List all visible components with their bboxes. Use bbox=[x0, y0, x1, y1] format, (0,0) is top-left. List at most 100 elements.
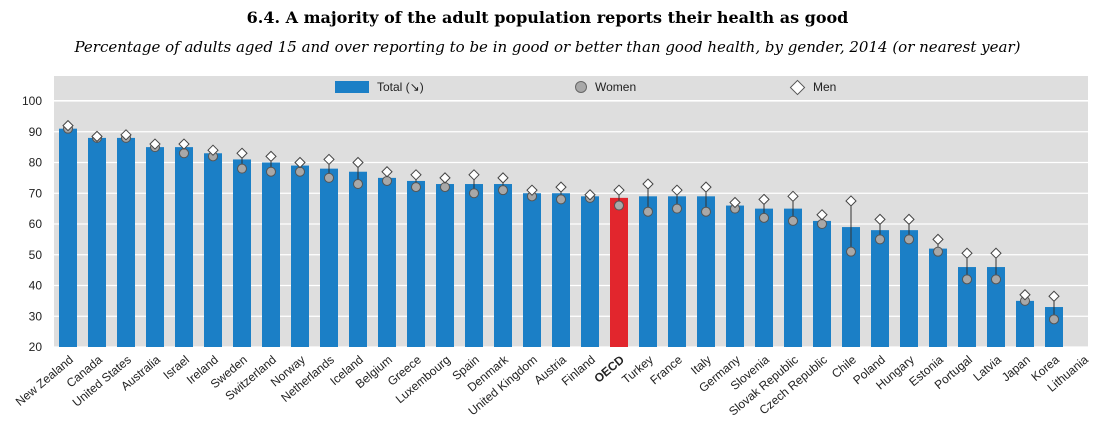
men-point bbox=[381, 166, 393, 178]
men-point bbox=[323, 153, 335, 166]
women-point bbox=[179, 148, 189, 159]
men-point bbox=[294, 156, 306, 169]
men-point bbox=[845, 195, 857, 207]
men-point bbox=[178, 138, 190, 150]
men-point bbox=[91, 130, 103, 143]
x-tick-label: Latvia bbox=[970, 352, 1004, 384]
bar-portugal bbox=[958, 267, 976, 347]
men-point bbox=[990, 247, 1002, 259]
chart-subtitle: Percentage of adults aged 15 and over re… bbox=[74, 38, 1021, 56]
women-point bbox=[614, 200, 624, 211]
women-point bbox=[991, 274, 1001, 285]
men-point bbox=[352, 156, 364, 169]
men-point bbox=[555, 181, 567, 193]
men-point bbox=[1019, 289, 1031, 301]
bar-spain bbox=[465, 184, 483, 347]
bar-austria bbox=[552, 193, 570, 347]
x-tick-label: France bbox=[647, 352, 685, 387]
bar-korea bbox=[1045, 307, 1063, 347]
women-point bbox=[962, 274, 972, 285]
men-point bbox=[874, 213, 886, 226]
bar-iceland bbox=[349, 171, 367, 347]
women-point bbox=[701, 206, 711, 217]
men-point bbox=[62, 119, 74, 132]
women-point bbox=[295, 166, 305, 177]
legend-circle-icon bbox=[575, 81, 587, 93]
men-point bbox=[758, 193, 770, 206]
x-tick-label: Japan bbox=[999, 353, 1033, 385]
legend-item-total: Total (↘) bbox=[335, 80, 424, 94]
bar-italy bbox=[697, 196, 715, 347]
men-point bbox=[410, 169, 422, 181]
women-point bbox=[498, 185, 508, 196]
bar-united-states bbox=[117, 137, 135, 347]
men-point bbox=[613, 184, 625, 196]
y-tick-label: 30 bbox=[29, 309, 43, 323]
men-point bbox=[265, 150, 277, 163]
women-point bbox=[933, 246, 943, 257]
bar-sweden bbox=[233, 159, 251, 347]
bar-estonia bbox=[929, 248, 947, 347]
women-point bbox=[237, 163, 247, 174]
y-tick-label: 40 bbox=[29, 279, 43, 293]
men-point bbox=[671, 184, 683, 196]
y-tick-label: 90 bbox=[29, 125, 43, 139]
bar-canada bbox=[88, 137, 106, 347]
women-point bbox=[382, 175, 392, 186]
legend-label-total: Total (↘) bbox=[377, 80, 424, 94]
bar-oecd bbox=[610, 197, 628, 347]
y-tick-label: 60 bbox=[29, 217, 43, 231]
women-point bbox=[846, 246, 856, 257]
bar-poland bbox=[871, 230, 889, 347]
women-point bbox=[266, 166, 276, 177]
men-point bbox=[526, 184, 538, 196]
women-point bbox=[411, 182, 421, 193]
y-tick-label: 70 bbox=[29, 186, 43, 200]
bar-israel bbox=[175, 147, 193, 347]
women-point bbox=[817, 219, 827, 229]
women-point bbox=[788, 215, 798, 226]
legend: Total (↘) Women Men bbox=[54, 76, 1088, 100]
bar-new-zealand bbox=[59, 128, 77, 347]
bar-netherlands bbox=[320, 168, 338, 347]
women-point bbox=[324, 172, 334, 183]
men-point bbox=[236, 147, 248, 159]
legend-bar-swatch bbox=[335, 81, 369, 93]
y-tick-label: 100 bbox=[22, 94, 42, 108]
y-tick-label: 20 bbox=[29, 340, 43, 354]
bar-slovak-republic bbox=[784, 208, 802, 347]
bar-denmark bbox=[494, 184, 512, 347]
x-tick-label: Finland bbox=[559, 353, 598, 389]
women-point bbox=[556, 194, 566, 205]
men-point bbox=[961, 247, 973, 259]
men-point bbox=[468, 169, 480, 181]
y-tick-label: 50 bbox=[29, 248, 43, 262]
men-point bbox=[120, 129, 132, 141]
legend-item-men: Men bbox=[789, 79, 837, 95]
bar-chile bbox=[842, 227, 860, 347]
chart-title: 6.4. A majority of the adult population … bbox=[246, 8, 849, 27]
women-point bbox=[353, 179, 363, 190]
men-point bbox=[497, 172, 509, 184]
bar-hungary bbox=[900, 230, 918, 347]
men-point bbox=[816, 209, 828, 221]
women-point bbox=[643, 206, 653, 217]
women-point bbox=[672, 203, 682, 214]
bar-turkey bbox=[639, 196, 657, 347]
women-point bbox=[904, 234, 914, 245]
bar-norway bbox=[291, 165, 309, 347]
men-point bbox=[787, 190, 799, 203]
legend-label-men: Men bbox=[813, 80, 837, 94]
bar-france bbox=[668, 196, 686, 347]
men-point bbox=[932, 233, 944, 246]
bar-united-kingdom bbox=[523, 193, 541, 347]
bar-japan bbox=[1016, 300, 1034, 347]
bar-switzerland bbox=[262, 162, 280, 347]
bar-luxembourg bbox=[436, 184, 454, 347]
men-point bbox=[439, 172, 451, 184]
women-point bbox=[440, 182, 450, 193]
legend-item-women: Women bbox=[575, 80, 636, 94]
legend-label-women: Women bbox=[595, 80, 637, 94]
men-point bbox=[1048, 290, 1060, 302]
